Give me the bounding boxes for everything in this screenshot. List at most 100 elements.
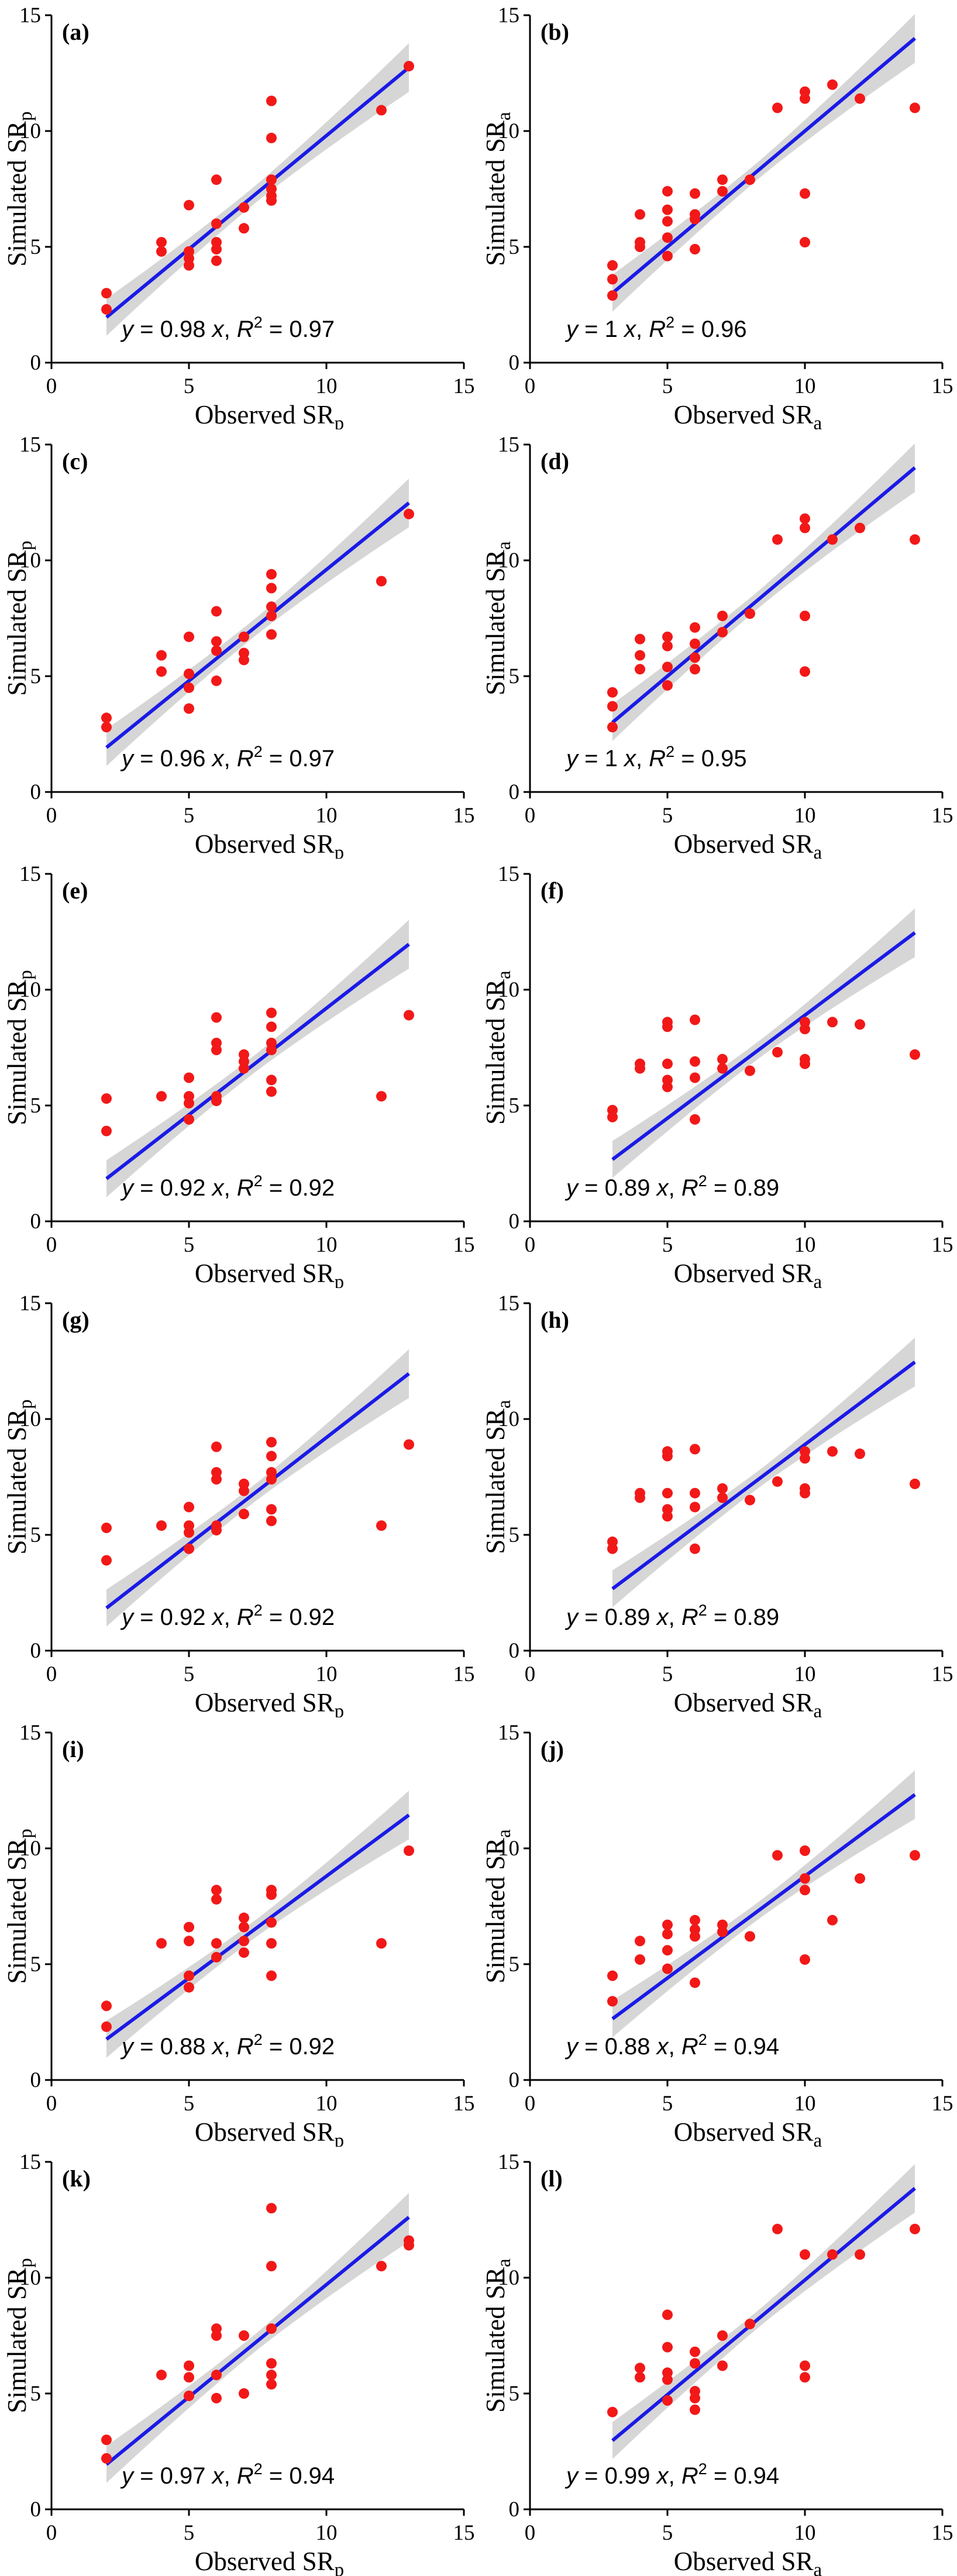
equation-r: R: [681, 2463, 698, 2489]
x-tick-label: 15: [932, 1662, 953, 1686]
data-point: [266, 1504, 277, 1515]
data-point: [376, 1520, 387, 1531]
x-axis-title-subscript: p: [335, 1272, 345, 1288]
y-tick-label: 10: [19, 2266, 41, 2290]
data-point: [404, 61, 414, 72]
x-tick-label: 5: [184, 2521, 195, 2545]
data-point: [855, 1019, 865, 1030]
equation-r-superscript: 2: [254, 1602, 263, 1619]
data-point: [662, 1451, 673, 1462]
data-point: [662, 1919, 673, 1930]
data-point: [662, 204, 673, 215]
data-point: [211, 2330, 222, 2341]
y-tick-label: 5: [509, 664, 520, 688]
data-point: [211, 2392, 222, 2403]
equation-r-superscript: 2: [254, 743, 263, 760]
confidence-band: [612, 1338, 915, 1607]
equation-r: R: [649, 316, 666, 342]
y-tick-label: 0: [509, 1210, 520, 1234]
equation-r-superscript: 2: [698, 1602, 707, 1619]
equation-y: y: [564, 746, 580, 772]
y-tick-label: 0: [30, 351, 42, 375]
equation-comma: ,: [224, 1604, 237, 1630]
data-point: [690, 1543, 700, 1554]
x-tick-label: 15: [932, 1233, 953, 1257]
data-point: [800, 237, 810, 248]
y-axis-title: Simulated SRp: [2, 1828, 36, 1983]
data-point: [635, 1936, 645, 1947]
x-tick-label: 10: [794, 1662, 816, 1686]
data-point: [800, 188, 810, 199]
x-tick-label: 15: [453, 1233, 475, 1257]
x-axis-title-subscript: a: [814, 413, 822, 429]
data-point: [635, 2363, 645, 2374]
y-tick-label: 5: [30, 235, 42, 259]
x-tick-label: 10: [794, 1233, 816, 1257]
panel-label: (l): [541, 2165, 563, 2192]
y-tick-label: 10: [498, 1407, 519, 1431]
data-point: [690, 1914, 700, 1926]
data-point: [607, 1111, 618, 1122]
equation-x: x: [656, 2463, 670, 2489]
x-tick-label: 15: [932, 2092, 953, 2116]
data-point: [184, 1970, 194, 1981]
data-point: [404, 1439, 414, 1450]
regression-line: [105, 1372, 410, 1610]
y-tick-label: 15: [19, 433, 41, 457]
scatter-panel-i: 0 5 10 15 0 5 10 15 Observed SRp Simulated SRp (i)…: [0, 1717, 479, 2147]
regression-line: [105, 2216, 410, 2466]
x-axis-title-subscript: p: [335, 2560, 345, 2576]
equation-x: x: [623, 316, 637, 342]
equation-r-superscript: 2: [698, 2031, 707, 2048]
equation-r-superscript: 2: [254, 314, 263, 331]
data-point: [266, 1938, 277, 1949]
data-point: [800, 1845, 810, 1856]
equation-r: R: [649, 746, 666, 772]
data-point: [717, 1492, 728, 1503]
equation-r-superscript: 2: [698, 2460, 707, 2478]
data-point: [662, 2395, 673, 2406]
equation-space: [618, 746, 624, 772]
data-point: [855, 1448, 865, 1459]
data-point: [101, 1523, 112, 1534]
equation-slope: 0.92: [160, 1604, 206, 1630]
data-point: [690, 1014, 700, 1025]
data-point: [855, 522, 865, 533]
data-point: [184, 1501, 194, 1513]
data-point: [404, 1010, 414, 1021]
regression-line: [105, 66, 410, 319]
scatter-panel-j: 0 5 10 15 0 5 10 15 Observed SRa Simulated SRa (j)…: [479, 1717, 957, 2147]
y-axis-title-text: Simulated SR: [481, 1838, 510, 1983]
equation-x: x: [623, 746, 637, 772]
data-point: [239, 1063, 249, 1074]
data-point: [662, 250, 673, 261]
regression-equation: y = 0.92 x, R2 = 0.92: [120, 1602, 335, 1630]
data-point: [800, 1024, 810, 1035]
data-point: [910, 2223, 920, 2234]
confidence-band: [106, 43, 409, 336]
data-point: [717, 1926, 728, 1937]
y-axis-title-text: Simulated SR: [481, 2267, 510, 2413]
data-point: [800, 1885, 810, 1896]
panel-label: (h): [541, 1307, 569, 1333]
y-axis-title-subscript: p: [15, 111, 36, 121]
data-point: [910, 1478, 920, 1489]
x-axis-title-text: Observed SR: [674, 829, 814, 859]
regression-line: [611, 37, 916, 295]
data-point: [101, 2434, 112, 2446]
y-axis-title-text: Simulated SR: [481, 979, 510, 1125]
data-point: [607, 687, 618, 698]
data-point: [101, 1125, 112, 1137]
data-point: [745, 1065, 755, 1076]
data-point: [635, 1063, 645, 1074]
y-tick-label: 5: [30, 1094, 42, 1118]
x-tick-label: 5: [662, 1233, 673, 1257]
data-point: [211, 2370, 222, 2381]
data-point: [266, 95, 277, 106]
y-tick-label: 0: [30, 780, 42, 804]
x-tick-label: 10: [316, 2521, 338, 2545]
data-point: [184, 1936, 194, 1947]
panel-label: (f): [541, 877, 564, 904]
y-axis-title: Simulated SRp: [2, 111, 36, 266]
y-axis-title-subscript: a: [494, 2258, 515, 2267]
